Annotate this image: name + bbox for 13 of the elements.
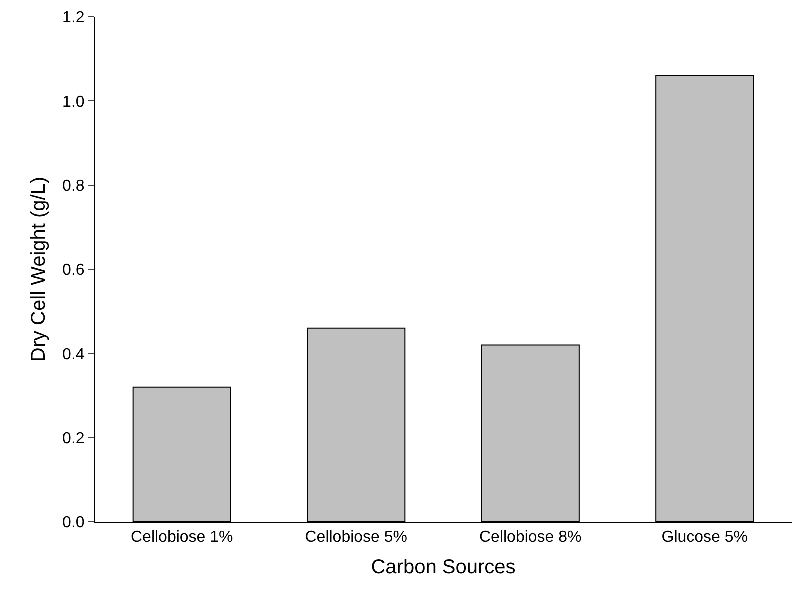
x-tick-label: Cellobiose 5% — [305, 529, 408, 546]
x-tick-label: Glucose 5% — [662, 529, 748, 546]
y-tick-label: 0.8 — [62, 178, 85, 195]
x-tick-label: Cellobiose 8% — [479, 529, 582, 546]
y-tick-label: 0.6 — [62, 262, 85, 280]
x-tick-label: Cellobiose 1% — [130, 529, 234, 546]
y-tick-label: 0.2 — [62, 430, 85, 448]
y-tick-label: 0.4 — [62, 346, 85, 364]
y-axis-title: Dry Cell Weight (g/L) — [28, 176, 50, 362]
y-tick-label: 0.0 — [62, 514, 85, 532]
y-tick-label: 1.0 — [62, 94, 85, 111]
y-tick-label: 1.2 — [62, 10, 85, 27]
x-axis-title: Carbon Sources — [371, 556, 516, 579]
